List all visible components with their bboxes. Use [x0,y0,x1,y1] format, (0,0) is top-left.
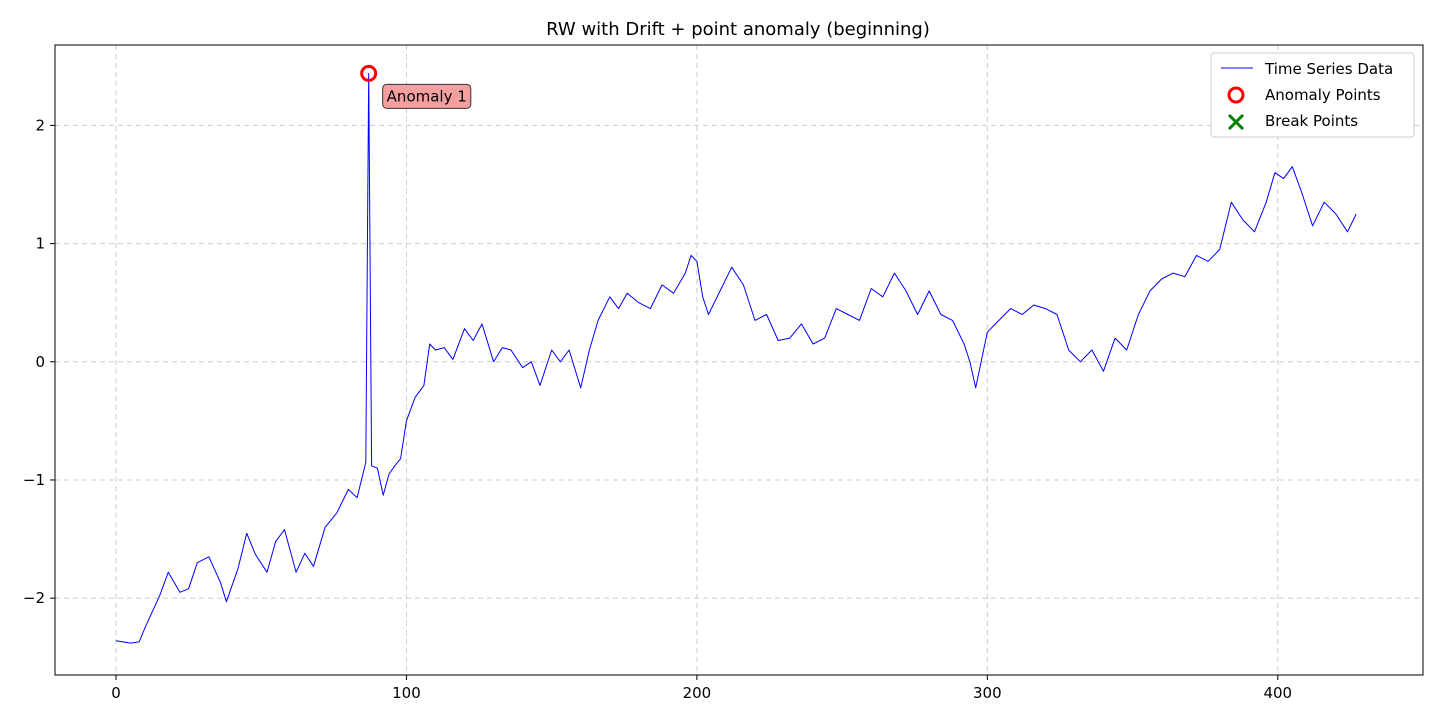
x-tick-label: 100 [392,684,421,702]
chart-title: RW with Drift + point anomaly (beginning… [546,19,930,40]
annotation-layer: Anomaly 1 [382,83,472,109]
annotation-box [382,83,472,109]
y-tick-label: 2 [35,116,45,134]
y-tick-label: −2 [23,589,45,607]
y-tick-label: 0 [35,353,45,371]
axis-ticks: 0 100 200 300 400 −2 −1 0 1 2 [23,116,1292,702]
annotation-label: Anomaly 1 [382,83,472,109]
x-tick-label: 0 [111,684,121,702]
grid [55,45,1423,675]
plot-frame [54,44,1424,676]
legend-label-anomaly: Anomaly Points [1265,86,1381,104]
marker-layer [360,64,378,82]
series-layer [115,72,1357,644]
annotation-text: Anomaly 1 [387,87,467,105]
legend-box [1210,52,1415,138]
x-tick-label: 300 [973,684,1002,702]
legend-anomaly-swatch [1227,86,1245,104]
legend-break-swatch [1227,113,1245,131]
x-tick-label: 200 [683,684,712,702]
legend-label-series: Time Series Data [1264,60,1393,78]
legend: Time Series Data Anomaly Points Break Po… [1210,52,1415,138]
y-tick-label: 1 [35,235,45,253]
series-line [115,72,1357,644]
x-tick-label: 400 [1263,684,1292,702]
y-tick-label: −1 [23,471,45,489]
anomaly-point-marker [360,64,378,82]
legend-label-break: Break Points [1265,112,1358,130]
